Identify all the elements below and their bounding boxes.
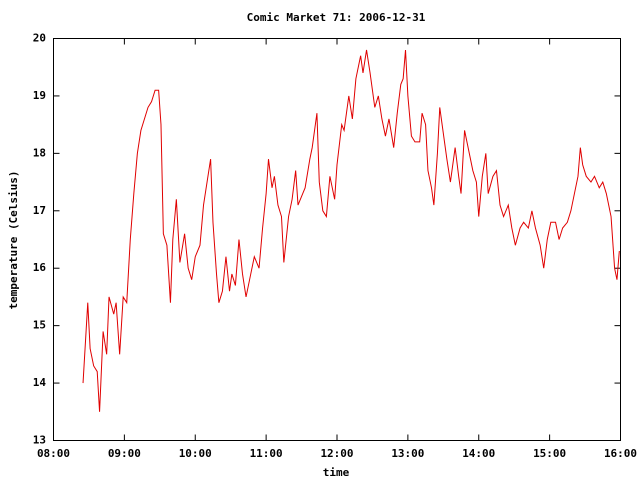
temperature-line: [82, 49, 620, 412]
y-tick-label: 15: [33, 319, 46, 332]
y-tick-label: 18: [33, 146, 46, 159]
x-tick-label: 12:00: [320, 447, 353, 460]
y-axis-label: temperature (Celsius): [7, 170, 20, 309]
y-tick-label: 20: [33, 32, 46, 45]
x-tick-label: 16:00: [604, 447, 637, 460]
y-tick-label: 19: [33, 89, 46, 102]
x-tick-label: 10:00: [179, 447, 212, 460]
x-tick-label: 13:00: [391, 447, 424, 460]
x-tick-label: 14:00: [462, 447, 495, 460]
x-axis-label: time: [323, 466, 350, 479]
x-tick-label: 09:00: [108, 447, 141, 460]
chart-title: Comic Market 71: 2006-12-31: [247, 11, 426, 24]
plot-border: [53, 38, 621, 441]
y-tick-label: 17: [33, 204, 46, 217]
y-tick-label: 16: [33, 261, 47, 274]
y-tick-label: 13: [33, 434, 46, 447]
x-tick-label: 08:00: [37, 447, 70, 460]
y-tick-label: 14: [33, 376, 47, 389]
x-tick-label: 11:00: [250, 447, 283, 460]
x-tick-label: 15:00: [533, 447, 566, 460]
